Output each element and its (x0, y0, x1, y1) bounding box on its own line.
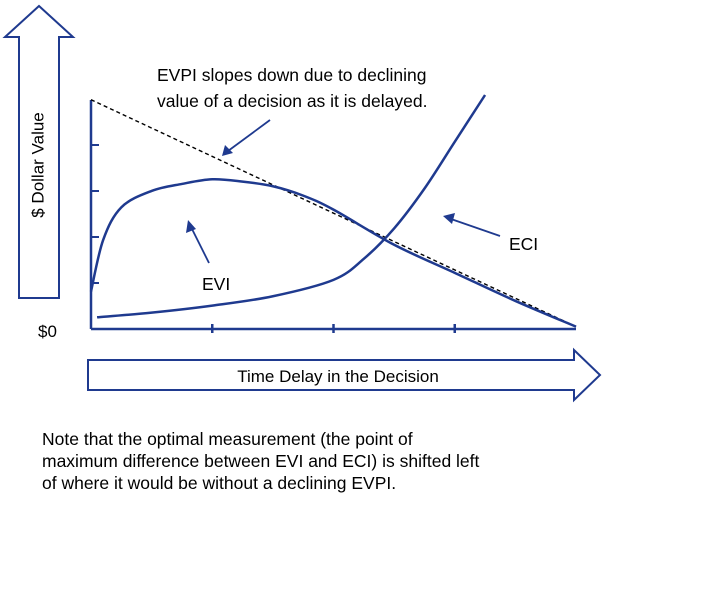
evpi-series-line (90, 99, 577, 328)
x-axis-label: Time Delay in the Decision (237, 367, 439, 386)
x-ticks (211, 324, 456, 333)
note-line: of where it would be without a declining… (42, 473, 397, 493)
evi-annotation-arrow (186, 220, 210, 264)
y-ticks (91, 144, 99, 284)
evpi-annotation-arrow (222, 119, 271, 156)
evpi-annotation-line-1: EVPI slopes down due to declining (157, 65, 426, 85)
y-axis-arrow (2, 4, 76, 299)
evpi-annotation-line-2: value of a decision as it is delayed. (157, 91, 427, 111)
note-line: maximum difference between EVI and ECI) … (42, 451, 480, 471)
evi-series-line (89, 177, 577, 328)
eci-annotation-label: ECI (509, 234, 538, 254)
eci-series-line (96, 94, 487, 319)
x-axis-arrow (87, 347, 602, 403)
y-origin-label: $0 (38, 322, 57, 341)
y-axis-label: $ Dollar Value (28, 112, 47, 218)
chart-note: Note that the optimal measurement (the p… (42, 428, 602, 494)
note-line: Note that the optimal measurement (the p… (42, 429, 413, 449)
evi-annotation-label: EVI (202, 274, 230, 294)
eci-annotation-arrow (443, 213, 501, 237)
